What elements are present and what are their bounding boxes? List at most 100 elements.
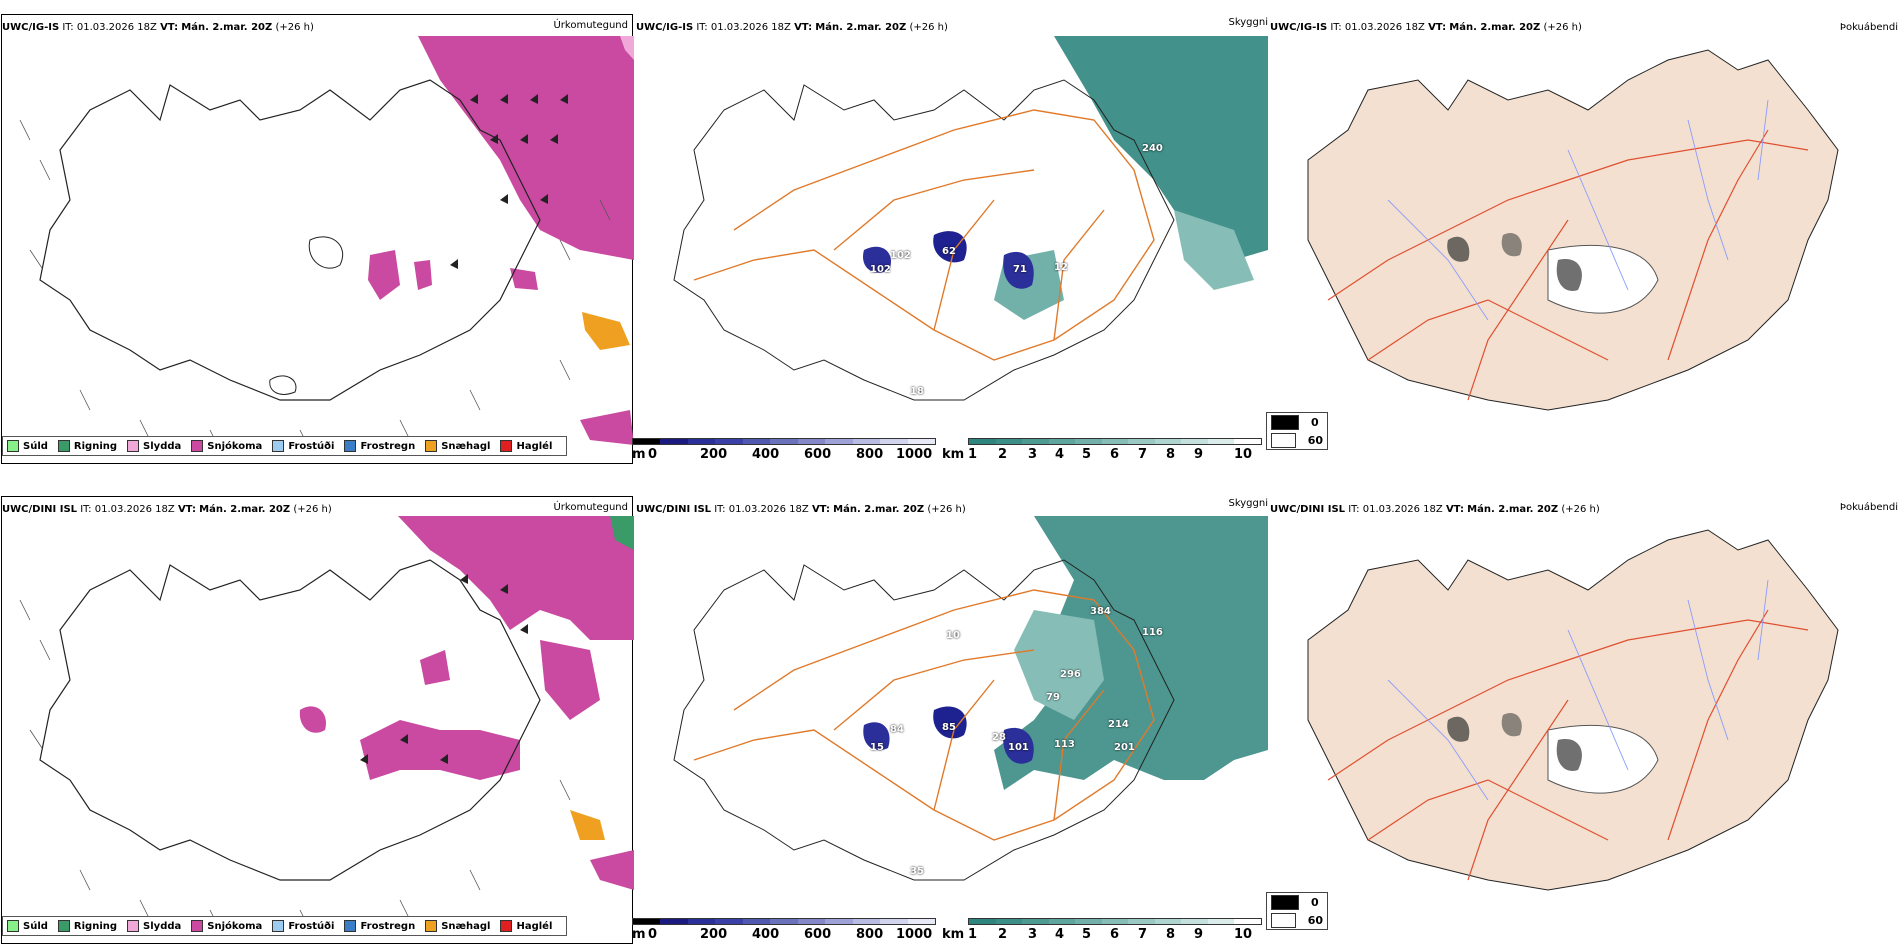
visibility-panel-bottom: UWC/DINI ISL IT: 01.03.2026 18Z VT: Mán.… (634, 480, 1268, 950)
scale-color-step (770, 439, 798, 444)
precip-title-bottom: Úrkomutegund (553, 502, 628, 513)
scale-color-step (1101, 919, 1129, 924)
scale-color-step (1075, 919, 1102, 924)
fog-header-bottom: UWC/DINI ISL IT: 01.03.2026 18Z VT: Mán.… (1270, 504, 1600, 515)
scale-color-step (1101, 439, 1129, 444)
legend-item: Snjókoma (191, 920, 262, 932)
visibility-panel-top: UWC/IG-IS IT: 01.03.2026 18Z VT: Mán. 2.… (634, 0, 1268, 470)
scale-color-step (770, 919, 798, 924)
visibility-value-label: 296 (1060, 669, 1081, 680)
legend-swatch (7, 440, 19, 452)
precip-legend-bottom: Súld Rigning Slydda Snjókoma Frostúði Fr… (2, 916, 568, 936)
legend-item: Haglél (500, 920, 552, 932)
scale-color-step (797, 919, 826, 924)
legend-swatch (7, 920, 19, 932)
scale-color-step (969, 439, 996, 444)
precip-legend-top: Súld Rigning Slydda Snjókoma Frostúði Fr… (2, 436, 568, 456)
visibility-value-label: 84 (890, 724, 904, 735)
legend-item: Súld (7, 920, 48, 932)
legend-swatch (425, 440, 438, 452)
legend-item: Snjókoma (191, 440, 262, 452)
visibility-header-bottom: UWC/DINI ISL IT: 01.03.2026 18Z VT: Mán.… (636, 504, 966, 515)
scale-color-step (1022, 439, 1049, 444)
cloud-swatch (1271, 432, 1296, 448)
visibility-value-label: 18 (910, 386, 924, 397)
scale-color-step (1181, 919, 1208, 924)
visibility-header-top: UWC/IG-IS IT: 01.03.2026 18Z VT: Mán. 2.… (636, 22, 948, 33)
visibility-value-label: 102 (890, 250, 911, 261)
cloud-legend-top: 0 60 (1266, 412, 1328, 450)
legend-item: Frostúði (272, 920, 334, 932)
cloud-legend-row: 60 (1267, 431, 1327, 449)
scale-color-step (742, 919, 771, 924)
scale-color-step (995, 919, 1023, 924)
fog-title-bottom: Þokuábendi (1839, 502, 1898, 513)
scale-color-step (1048, 439, 1076, 444)
precip-map-bottom (19, 516, 634, 931)
legend-item: Snæhagl (425, 440, 490, 452)
precip-panel-top: UWC/IG-IS IT: 01.03.2026 18Z VT: Mán. 2.… (0, 0, 634, 470)
cloud-legend-row: 60 (1267, 911, 1327, 929)
km-scale-bottom: km 1 2 3 4 5 6 7 8 9 10 (942, 918, 1262, 948)
precip-header-top: UWC/IG-IS IT: 01.03.2026 18Z VT: Mán. 2.… (2, 22, 314, 33)
cloud-swatch (1271, 912, 1296, 928)
cloud-swatch (1271, 414, 1299, 430)
m-scale-bottom: m 0 200 400 600 800 1000 (632, 918, 936, 948)
legend-swatch (500, 440, 513, 452)
scale-color-step (969, 919, 996, 924)
visibility-value-label: 240 (1142, 143, 1163, 154)
scale-color-step (1128, 919, 1155, 924)
cloud-swatch (1271, 894, 1299, 910)
fog-header-top: UWC/IG-IS IT: 01.03.2026 18Z VT: Mán. 2.… (1270, 22, 1582, 33)
scale-color-step (660, 919, 688, 924)
scale-color-step (797, 439, 826, 444)
scale-color-step (1154, 919, 1182, 924)
legend-swatch (344, 920, 357, 932)
scale-color-step (660, 439, 688, 444)
legend-swatch (127, 920, 140, 932)
legend-swatch (57, 440, 70, 452)
scale-color-step (687, 439, 716, 444)
legend-item: Slydda (127, 920, 181, 932)
visibility-value-label: 201 (1114, 742, 1135, 753)
visibility-value-label: 28 (992, 732, 1006, 743)
visibility-value-label: 71 (1013, 264, 1027, 275)
scale-color-step (825, 439, 853, 444)
scale-color-step (852, 919, 881, 924)
legend-swatch (272, 920, 285, 932)
scale-color-step (1154, 439, 1182, 444)
scale-color-step (1207, 919, 1235, 924)
cloud-legend-row: 0 (1267, 413, 1327, 431)
precip-header-bottom: UWC/DINI ISL IT: 01.03.2026 18Z VT: Mán.… (2, 504, 332, 515)
scale-color-step (1234, 439, 1262, 444)
visibility-value-label: 214 (1108, 719, 1129, 730)
scale-color-step (880, 919, 908, 924)
legend-swatch (191, 920, 204, 932)
fog-map-bottom (1307, 529, 1839, 891)
visibility-value-label: 113 (1054, 739, 1075, 750)
fog-panel-bottom: UWC/DINI ISL IT: 01.03.2026 18Z VT: Mán.… (1268, 480, 1900, 950)
visibility-value-label: 384 (1090, 606, 1111, 617)
legend-item: Rigning (57, 440, 117, 452)
legend-swatch (344, 440, 357, 452)
scale-color-step (1048, 919, 1076, 924)
scale-color-step (907, 439, 935, 444)
legend-item: Frostregn (344, 920, 415, 932)
legend-swatch (500, 920, 513, 932)
legend-swatch (57, 920, 70, 932)
scale-color-step (1128, 439, 1155, 444)
scale-color-step (907, 919, 935, 924)
fog-title-top: Þokuábendi (1839, 22, 1898, 33)
visibility-title-top: Skyggni (1228, 17, 1268, 28)
cloud-legend-row: 0 (1267, 893, 1327, 911)
legend-item: Snæhagl (425, 920, 490, 932)
scale-color-step (1181, 439, 1208, 444)
m-scale-bar (632, 438, 936, 445)
legend-swatch (425, 920, 438, 932)
scale-color-step (1022, 919, 1049, 924)
legend-swatch (272, 440, 285, 452)
scale-color-step (1234, 919, 1262, 924)
visibility-value-label: 79 (1046, 692, 1060, 703)
scale-color-step (633, 439, 661, 444)
km-scale-bar (968, 438, 1262, 445)
